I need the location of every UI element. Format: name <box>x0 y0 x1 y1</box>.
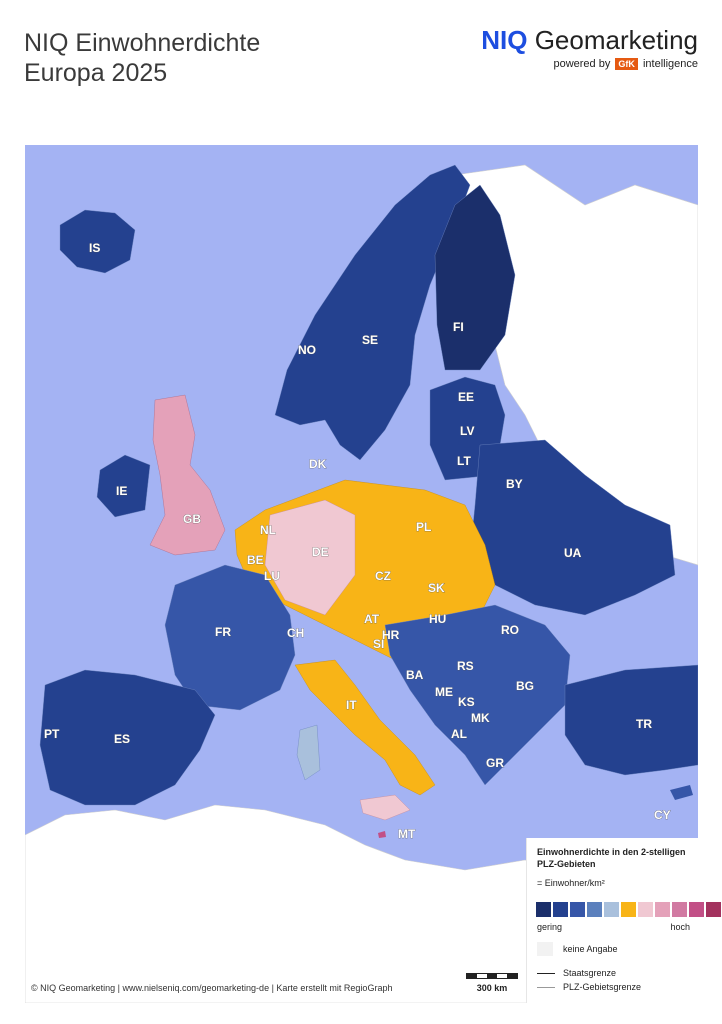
europe-density-map: IS NO SE FI EE LV LT DK IE GB NL BE LU D… <box>25 145 698 1003</box>
country-label-LV: LV <box>460 424 474 438</box>
country-shape-GB <box>149 394 226 556</box>
country-shape-MT <box>378 831 386 838</box>
brand-logo: NIQ Geomarketing powered by GfK intellig… <box>481 24 698 71</box>
country-label-IT: IT <box>346 698 357 712</box>
country-label-TR: TR <box>636 717 652 731</box>
country-shape-FI <box>434 184 516 371</box>
country-label-UA: UA <box>564 546 582 560</box>
legend-unit: = Einwohner/km² <box>537 878 605 888</box>
country-label-DK: DK <box>309 457 327 471</box>
country-shape-CY <box>670 785 693 800</box>
country-label-SI: SI <box>373 637 384 651</box>
country-shape-IT <box>294 659 436 796</box>
legend-swatch <box>604 902 619 917</box>
country-label-BE: BE <box>247 553 264 567</box>
title-line-2: Europa 2025 <box>24 59 168 87</box>
gfk-logo: GfK <box>615 58 638 71</box>
legend-state-border-line <box>537 973 555 974</box>
niq-wordmark: NIQ <box>481 25 528 55</box>
country-label-HU: HU <box>429 612 446 626</box>
geomarketing-wordmark: Geomarketing <box>534 25 698 55</box>
country-label-BG: BG <box>516 679 534 693</box>
country-label-MK: MK <box>471 711 490 725</box>
country-shape-DE-pink <box>264 499 356 616</box>
country-label-LT: LT <box>457 454 471 468</box>
title-line-1: NIQ Einwohnerdichte <box>24 29 261 57</box>
country-shape-sardinia <box>296 724 321 781</box>
legend-low-label: gering <box>537 922 563 932</box>
scale-bar-graphic <box>466 973 518 979</box>
legend-panel: Einwohnerdichte in den 2-stelligen PLZ-G… <box>526 838 721 1003</box>
country-label-PT: PT <box>44 727 60 741</box>
legend-no-data-label: keine Angabe <box>563 944 618 954</box>
legend-swatch <box>536 902 551 917</box>
country-label-FR: FR <box>215 625 231 639</box>
country-label-ES: ES <box>114 732 130 746</box>
country-label-IE: IE <box>116 484 127 498</box>
legend-swatch <box>689 902 704 917</box>
country-label-CY: CY <box>654 808 671 822</box>
country-shape-sicily <box>359 794 411 821</box>
country-label-HR: HR <box>382 628 400 642</box>
country-label-FI: FI <box>453 320 464 334</box>
legend-swatch <box>672 902 687 917</box>
powered-by-text: powered by <box>553 58 611 70</box>
country-shape-IS <box>59 209 136 274</box>
copyright-credit: © NIQ Geomarketing | www.nielseniq.com/g… <box>31 983 393 993</box>
legend-title: Einwohnerdichte in den 2-stelligen PLZ-G… <box>537 847 686 869</box>
country-label-CH: CH <box>287 626 304 640</box>
country-shape-IE <box>96 454 151 518</box>
intelligence-text: intelligence <box>642 58 698 70</box>
legend-swatch <box>570 902 585 917</box>
country-labels: IS NO SE FI EE LV LT DK IE GB NL BE LU D… <box>44 241 671 842</box>
legend-no-data-swatch <box>537 942 553 956</box>
country-label-SK: SK <box>428 581 445 595</box>
country-label-DE: DE <box>312 545 329 559</box>
country-shape-TR <box>564 664 698 776</box>
country-label-IS: IS <box>89 241 100 255</box>
country-label-BA: BA <box>406 668 424 682</box>
country-label-MT: MT <box>398 827 416 841</box>
legend-swatch <box>553 902 568 917</box>
country-label-NO: NO <box>298 343 316 357</box>
legend-state-border-label: Staatsgrenze <box>563 968 617 978</box>
legend-plz-border-line <box>537 987 555 988</box>
country-label-LU: LU <box>264 569 280 583</box>
map-title: NIQ Einwohnerdichte Europa 2025 <box>24 28 260 88</box>
country-label-GB: GB <box>183 512 201 526</box>
scale-bar: 300 km <box>466 973 518 993</box>
legend-swatch <box>638 902 653 917</box>
country-label-AT: AT <box>364 612 380 626</box>
legend-swatch <box>706 902 721 917</box>
country-label-PL: PL <box>416 520 431 534</box>
country-shape-ES-PT <box>39 669 216 806</box>
legend-swatch <box>621 902 636 917</box>
legend-color-scale <box>536 902 721 917</box>
country-label-ME: ME <box>435 685 453 699</box>
country-label-CZ: CZ <box>375 569 391 583</box>
country-label-RO: RO <box>501 623 519 637</box>
country-label-GR: GR <box>486 756 504 770</box>
country-label-RS: RS <box>457 659 474 673</box>
legend-swatch <box>655 902 670 917</box>
country-label-SE: SE <box>362 333 378 347</box>
legend-plz-border-label: PLZ-Gebietsgrenze <box>563 982 642 992</box>
powered-by-line: powered by GfK intelligence <box>481 58 698 71</box>
country-label-AL: AL <box>451 727 467 741</box>
country-label-EE: EE <box>458 390 474 404</box>
scale-label: 300 km <box>476 983 508 993</box>
legend-swatch <box>587 902 602 917</box>
legend-high-label: hoch <box>670 922 690 932</box>
country-shape-balkans <box>384 604 571 786</box>
country-label-BY: BY <box>506 477 523 491</box>
country-shape-FR <box>164 564 296 711</box>
country-label-NL: NL <box>260 523 276 537</box>
country-label-KS: KS <box>458 695 475 709</box>
